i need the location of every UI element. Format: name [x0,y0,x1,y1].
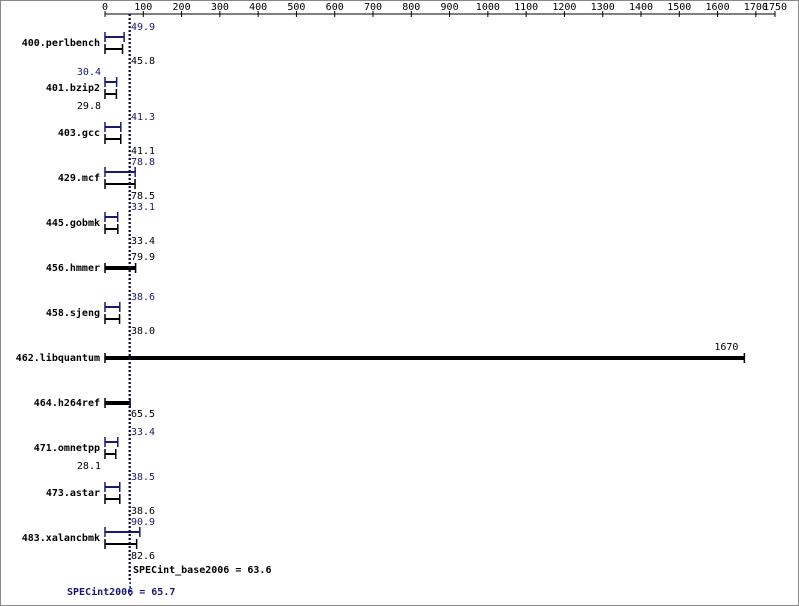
value-label: 78.5 [131,191,155,202]
x-tick-label: 1750 [763,2,787,13]
value-label: 30.4 [77,67,101,78]
x-tick-label: 1100 [514,2,538,13]
value-label: 65.5 [131,409,155,420]
value-label: 33.4 [131,427,155,438]
value-label: 28.1 [77,461,101,472]
category-label: 445.gobmk [46,218,100,229]
value-label: 79.9 [131,252,155,263]
value-label: 38.6 [131,506,155,517]
value-label: 38.0 [131,326,155,337]
x-tick-label: 1200 [552,2,576,13]
x-tick-label: 600 [326,2,344,13]
x-tick-label: 700 [364,2,382,13]
category-label: 401.bzip2 [46,82,100,94]
category-label: 483.xalancbmk [22,533,100,544]
category-label: 473.astar [46,488,100,499]
value-label: 78.8 [131,157,155,168]
value-label: 41.1 [131,146,155,157]
value-label: 38.6 [131,292,155,303]
category-label: 429.mcf [58,173,100,184]
value-label: 38.5 [131,472,155,483]
x-tick-label: 200 [173,2,191,13]
value-label: 45.8 [131,56,155,67]
category-label: 462.libquantum [16,352,100,364]
value-label: 82.6 [131,551,155,562]
category-label: 456.hmmer [46,263,100,274]
x-tick-label: 800 [402,2,420,13]
x-tick-label: 900 [441,2,459,13]
category-label: 400.perlbench [22,38,100,49]
value-label: 33.1 [131,202,155,213]
x-tick-label: 1400 [629,2,653,13]
x-tick-label: 500 [287,2,305,13]
category-label: 464.h264ref [34,398,100,409]
x-tick-label: 300 [211,2,229,13]
x-tick-label: 1600 [706,2,730,13]
reference-label: SPECint_base2006 = 63.6 [133,564,271,576]
x-tick-label: 1500 [667,2,691,13]
x-tick-label: 1300 [591,2,615,13]
value-label: 41.3 [131,112,155,123]
value-label: 29.8 [77,101,101,112]
x-tick-label: 1700 [744,2,768,13]
value-label: 49.9 [131,22,155,33]
value-label: 1670 [714,342,738,353]
x-tick-label: 100 [134,2,152,13]
category-label: 471.omnetpp [34,443,100,454]
value-label: 33.4 [131,236,155,247]
x-tick-label: 400 [249,2,267,13]
category-label: 403.gcc [58,128,100,139]
x-tick-label: 0 [102,2,108,13]
x-tick-label: 1000 [476,2,500,13]
category-label: 458.sjeng [46,307,100,319]
value-label: 90.9 [131,517,155,528]
reference-label: SPECint2006 = 65.7 [67,586,175,598]
